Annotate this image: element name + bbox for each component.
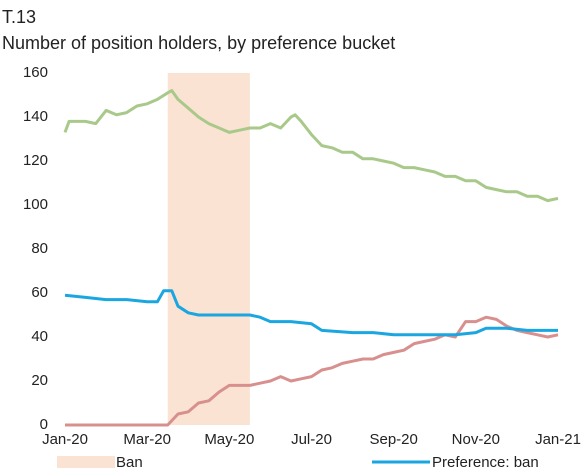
y-tick-label: 80 xyxy=(31,240,48,257)
y-tick-label: 140 xyxy=(23,108,48,125)
y-tick-label: 0 xyxy=(40,416,48,433)
chart-subtitle: Number of position holders, by preferenc… xyxy=(2,33,395,53)
y-tick-label: 20 xyxy=(31,372,48,389)
x-tick-label: Jul-20 xyxy=(291,431,332,448)
y-tick-label: 120 xyxy=(23,152,48,169)
legend-swatch xyxy=(57,456,115,468)
y-tick-label: 160 xyxy=(23,64,48,81)
legend-label: Ban xyxy=(116,454,143,471)
x-tick-label: Nov-20 xyxy=(452,431,500,448)
line xyxy=(63,89,559,203)
y-tick-label: 40 xyxy=(31,328,48,345)
x-tick-label: Jan-21 xyxy=(535,431,581,448)
y-tick-label: 60 xyxy=(31,284,48,301)
x-tick-label: Mar-20 xyxy=(123,431,171,448)
line xyxy=(64,289,558,337)
chart-title: T.13 xyxy=(2,7,36,27)
x-tick-label: Jan-20 xyxy=(42,431,88,448)
line xyxy=(65,315,559,427)
x-tick-label: Sep-20 xyxy=(369,431,417,448)
x-tick-label: May-20 xyxy=(204,431,254,448)
ban-region xyxy=(167,73,250,425)
legend-label: Preference: ban xyxy=(432,454,539,471)
y-tick-label: 100 xyxy=(23,196,48,213)
